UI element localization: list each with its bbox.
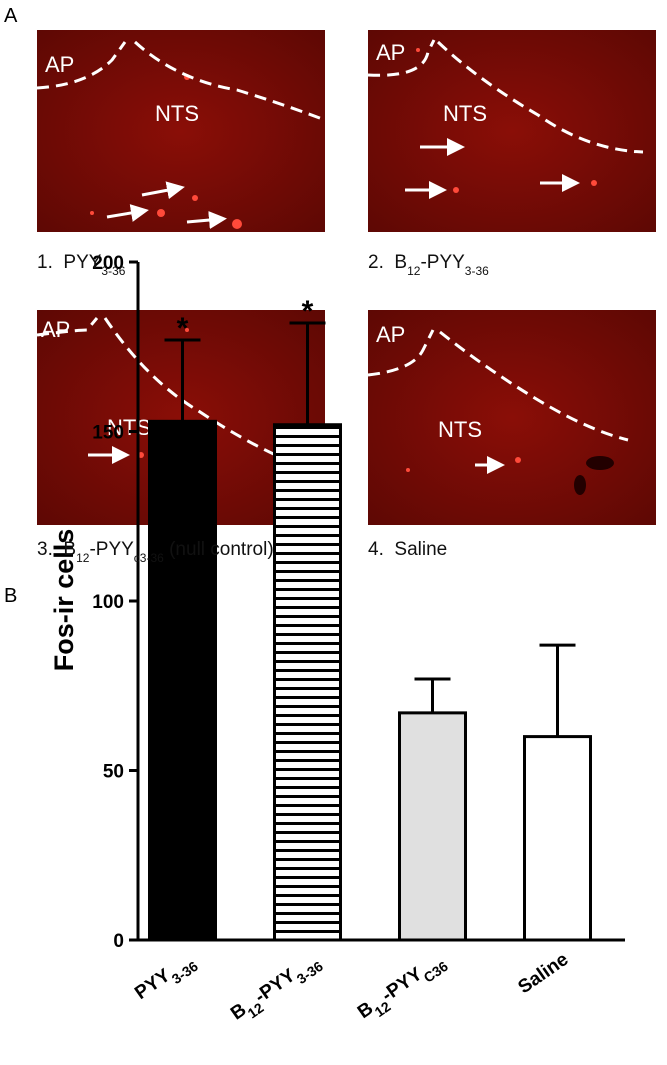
subscript: 3-36 — [465, 264, 489, 278]
panel-caption: 3. B12-PYYc3-36 (null control) — [37, 539, 274, 565]
x-tick-label: B12-PYY3-36 — [227, 949, 326, 1030]
subscript: c3-36 — [134, 551, 164, 565]
bar — [523, 735, 592, 942]
text-part: 1. PYY — [37, 252, 102, 273]
x-tick-label: B12-PYYC36 — [354, 949, 451, 1028]
subscript: 12 — [407, 264, 421, 278]
text-part: -PYY — [89, 539, 134, 560]
y-tick-label: 100 — [92, 592, 124, 613]
text-part: -PYY — [251, 965, 300, 1008]
text-part: -PYY — [420, 252, 465, 273]
y-tick-label: 0 — [113, 931, 124, 952]
significance-mark: * — [177, 312, 189, 345]
text-part: 4. Saline — [368, 539, 447, 560]
y-tick-label: 50 — [103, 762, 124, 783]
significance-mark: * — [302, 295, 314, 328]
micrograph: AP NTS — [367, 30, 656, 232]
region-label: AP — [376, 40, 405, 65]
region-label: NTS — [107, 415, 151, 440]
text-part: 3. B — [37, 539, 76, 560]
x-tick-label: PYY3-36 — [131, 949, 201, 1009]
region-label: AP — [41, 317, 70, 342]
panel-caption: 4. Saline — [368, 539, 447, 560]
region-label: NTS — [443, 101, 487, 126]
region-label: NTS — [438, 417, 482, 442]
text-part: (null control) — [164, 539, 274, 560]
panel-label: B — [4, 585, 17, 607]
panel-label: A — [4, 5, 18, 27]
bar — [148, 419, 217, 942]
region-label: AP — [376, 322, 405, 347]
micrograph: AP NTS — [367, 310, 656, 525]
y-axis-title: Fos-ir cells — [49, 529, 79, 672]
panel-caption: 1. PYY3-36 — [37, 252, 126, 278]
text-part: 2. B — [368, 252, 407, 273]
micrograph: AP NTS — [36, 30, 326, 232]
y-tick-label: 150 — [92, 423, 124, 444]
bar — [273, 423, 342, 942]
text-part: -PYY — [378, 963, 427, 1006]
text-part: Saline — [514, 949, 572, 998]
text-part: PYY — [131, 965, 174, 1004]
x-tick-label: Saline — [514, 949, 572, 998]
region-label: NTS — [155, 101, 199, 126]
region-label: AP — [45, 52, 74, 77]
subscript: 12 — [76, 551, 90, 565]
panel-caption: 2. B12-PYY3-36 — [368, 252, 489, 278]
y-tick-label: 200 — [92, 253, 124, 274]
bar — [398, 711, 467, 942]
subscript: 3-36 — [101, 264, 125, 278]
